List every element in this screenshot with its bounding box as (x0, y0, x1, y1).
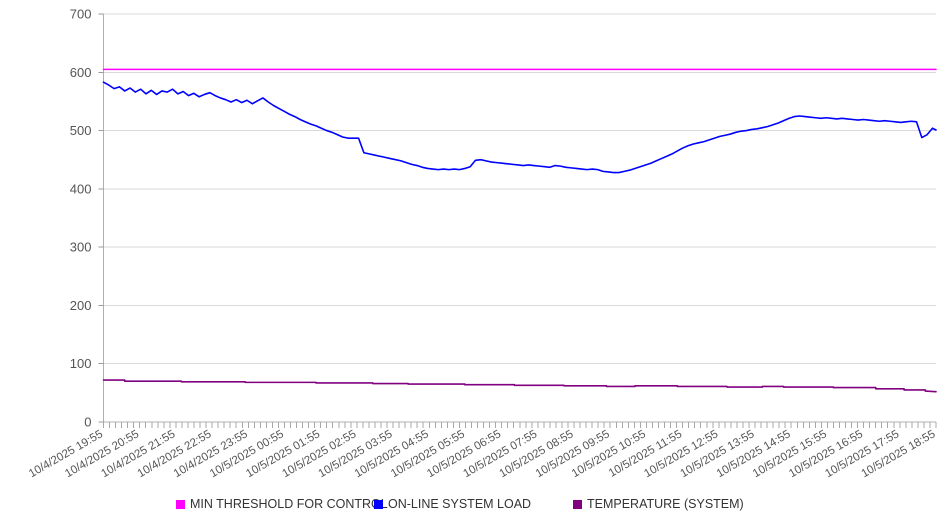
y-tick-label: 300 (70, 240, 92, 255)
y-axis (98, 13, 104, 423)
series-line-1 (102, 81, 937, 174)
y-tick-label: 200 (70, 298, 92, 313)
y-tick-label: 400 (70, 181, 92, 196)
chart-legend: MIN THRESHOLD FOR CONTROL ON-LINE SYSTEM … (176, 497, 744, 511)
y-tick-labels: 0 100 200 300 400 500 600 700 (70, 7, 92, 430)
x-axis (103, 421, 937, 428)
y-tick-label: 500 (70, 123, 92, 138)
y-tick-label: 700 (70, 7, 92, 22)
legend-swatch-0 (176, 500, 185, 509)
legend-swatch-1 (374, 500, 383, 509)
y-tick-label: 600 (70, 65, 92, 80)
legend-label-1: ON-LINE SYSTEM LOAD (388, 497, 531, 511)
y-tick-label: 100 (70, 356, 92, 371)
grid-lines (103, 13, 936, 365)
series-line-2 (102, 379, 937, 393)
y-tick-label: 0 (84, 415, 91, 430)
legend-label-2: TEMPERATURE (SYSTEM) (587, 497, 744, 511)
series-lines (102, 68, 937, 393)
legend-label-0: MIN THRESHOLD FOR CONTROL (190, 497, 388, 511)
legend-swatch-2 (573, 500, 582, 509)
